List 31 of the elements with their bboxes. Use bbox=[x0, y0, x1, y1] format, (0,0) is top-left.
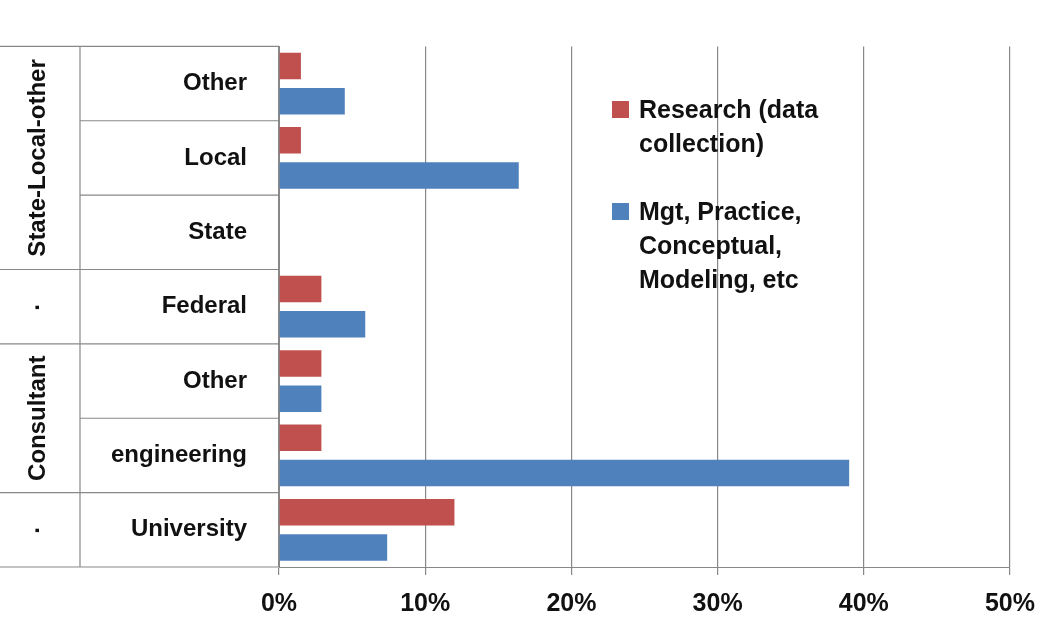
bar bbox=[279, 498, 455, 526]
bar bbox=[279, 127, 301, 154]
bar bbox=[279, 275, 322, 303]
text: · bbox=[22, 525, 50, 534]
bar bbox=[279, 534, 388, 561]
bar bbox=[279, 385, 322, 412]
text: Consultant bbox=[22, 355, 50, 481]
bar bbox=[279, 424, 322, 452]
x-tick-label: 0% bbox=[260, 587, 298, 616]
y-tick-label: Other bbox=[182, 365, 247, 393]
bar bbox=[279, 311, 366, 338]
x-tick-label: 20% bbox=[546, 587, 597, 616]
legend-label: Mgt, Practice, Conceptual, Modeling, etc bbox=[639, 196, 803, 295]
y-tick-label: University bbox=[130, 514, 248, 542]
bar bbox=[279, 350, 322, 377]
y-tick-label: Federal bbox=[161, 291, 247, 319]
y-tick-label: Local bbox=[184, 142, 247, 170]
text: State-Local-other bbox=[22, 59, 50, 257]
x-tick-label: 50% bbox=[984, 587, 1036, 616]
text: · bbox=[22, 302, 50, 311]
bar bbox=[279, 459, 850, 487]
y-tick-label: State bbox=[188, 216, 247, 244]
legend-label: Research (data collection) bbox=[639, 94, 820, 159]
x-tick-label: 10% bbox=[400, 587, 451, 616]
bar bbox=[279, 162, 519, 189]
bar bbox=[279, 88, 345, 115]
x-tick-label: 30% bbox=[692, 587, 743, 616]
y-tick-label: engineering bbox=[110, 440, 247, 468]
x-tick-label: 40% bbox=[838, 587, 889, 616]
y-tick-label: Other bbox=[182, 68, 247, 96]
bar bbox=[279, 52, 301, 80]
